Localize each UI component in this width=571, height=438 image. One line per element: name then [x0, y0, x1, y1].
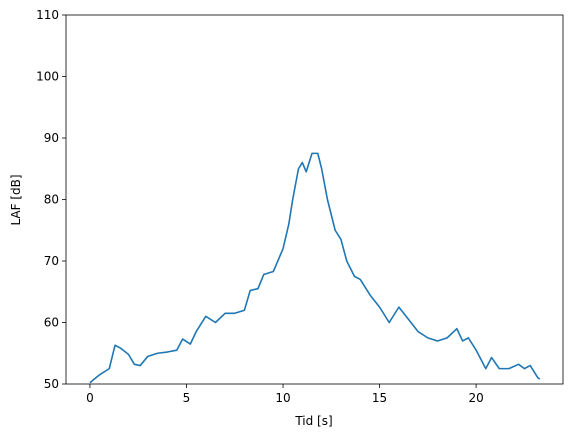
x-tick-label: 5 — [183, 391, 191, 405]
y-axis-label: LAF [dB] — [9, 174, 23, 225]
x-tick-label: 10 — [275, 391, 290, 405]
x-tick-label: 0 — [86, 391, 94, 405]
y-tick-label: 50 — [44, 377, 59, 391]
x-axis-label: Tid [s] — [294, 414, 332, 428]
y-tick-label: 90 — [44, 131, 59, 145]
data-line — [89, 152, 541, 384]
y-tick-label: 80 — [44, 193, 59, 207]
x-tick-label: 15 — [372, 391, 387, 405]
y-tick-label: 100 — [36, 70, 59, 84]
y-tick-label: 60 — [44, 316, 59, 330]
plot-frame — [65, 14, 564, 385]
x-tick-label: 20 — [468, 391, 483, 405]
y-tick-label: 110 — [36, 8, 59, 22]
y-tick-label: 70 — [44, 254, 59, 268]
